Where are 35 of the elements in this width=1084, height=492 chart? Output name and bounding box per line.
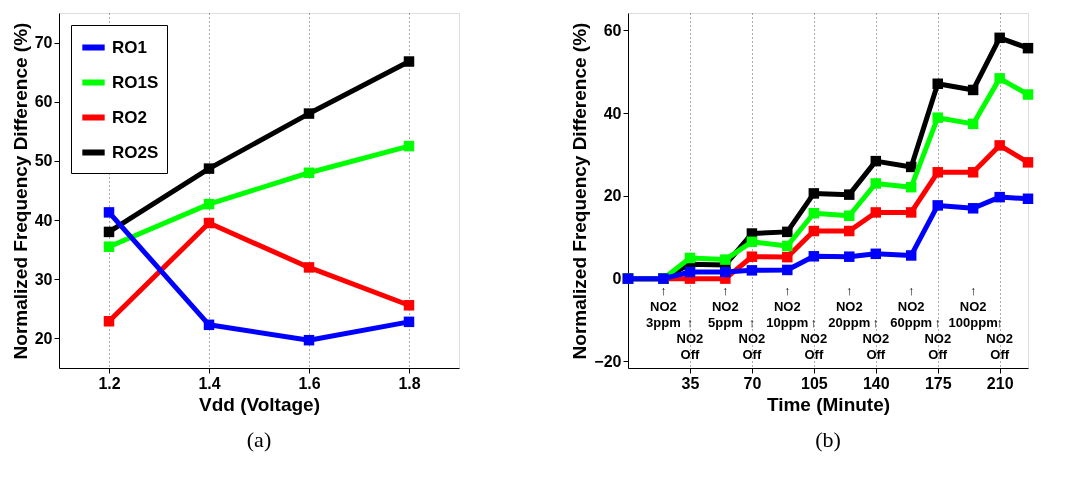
y-tick-label: 20	[34, 329, 53, 347]
y-tick-label: 60	[603, 21, 622, 39]
legend-label: RO2S	[112, 142, 159, 162]
x-tick-label: 1.8	[398, 374, 421, 392]
annotation: ↑ NO2 60ppm	[890, 282, 933, 330]
x-tick-label: 1.6	[298, 374, 321, 392]
annotation: ↑ NO2 10ppm	[766, 282, 809, 330]
y-tick-label: −20	[594, 352, 622, 370]
x-tick-label: 35	[681, 374, 700, 392]
y-tick-label: 40	[34, 211, 53, 229]
y-axis-title: Normalized Frequency Difference (%)	[569, 22, 591, 360]
y-tick-label: 0	[612, 270, 622, 288]
legend-label: RO1S	[112, 72, 159, 92]
x-tick-label: 175	[924, 374, 952, 392]
y-tick-label: 40	[603, 104, 622, 122]
legend-label: RO2	[112, 107, 147, 127]
x-tick-label: 1.4	[198, 374, 221, 392]
annotation: ↑ NO2 100ppm	[948, 282, 998, 330]
x-axis-title: Time (Minute)	[766, 393, 891, 415]
y-tick-label: 50	[34, 152, 53, 170]
x-tick-label: 140	[862, 374, 890, 392]
y-tick-label: 30	[34, 270, 53, 288]
legend-label: RO1	[112, 37, 147, 57]
x-tick-label: 105	[800, 374, 828, 392]
x-tick-label: 210	[986, 374, 1014, 392]
y-axis-title: Normalized Frequency Difference (%)	[9, 22, 31, 360]
x-tick-label: 70	[743, 374, 762, 392]
text: (b)	[815, 427, 841, 452]
y-tick-label: 20	[603, 187, 622, 205]
y-tick-label: 70	[34, 34, 53, 52]
x-tick-label: 1.2	[98, 374, 121, 392]
x-axis-title: Vdd (Voltage)	[198, 393, 321, 415]
text: (a)	[246, 427, 272, 452]
annotation: ↑ NO2 20ppm	[828, 282, 871, 330]
y-tick-label: 60	[34, 93, 53, 111]
